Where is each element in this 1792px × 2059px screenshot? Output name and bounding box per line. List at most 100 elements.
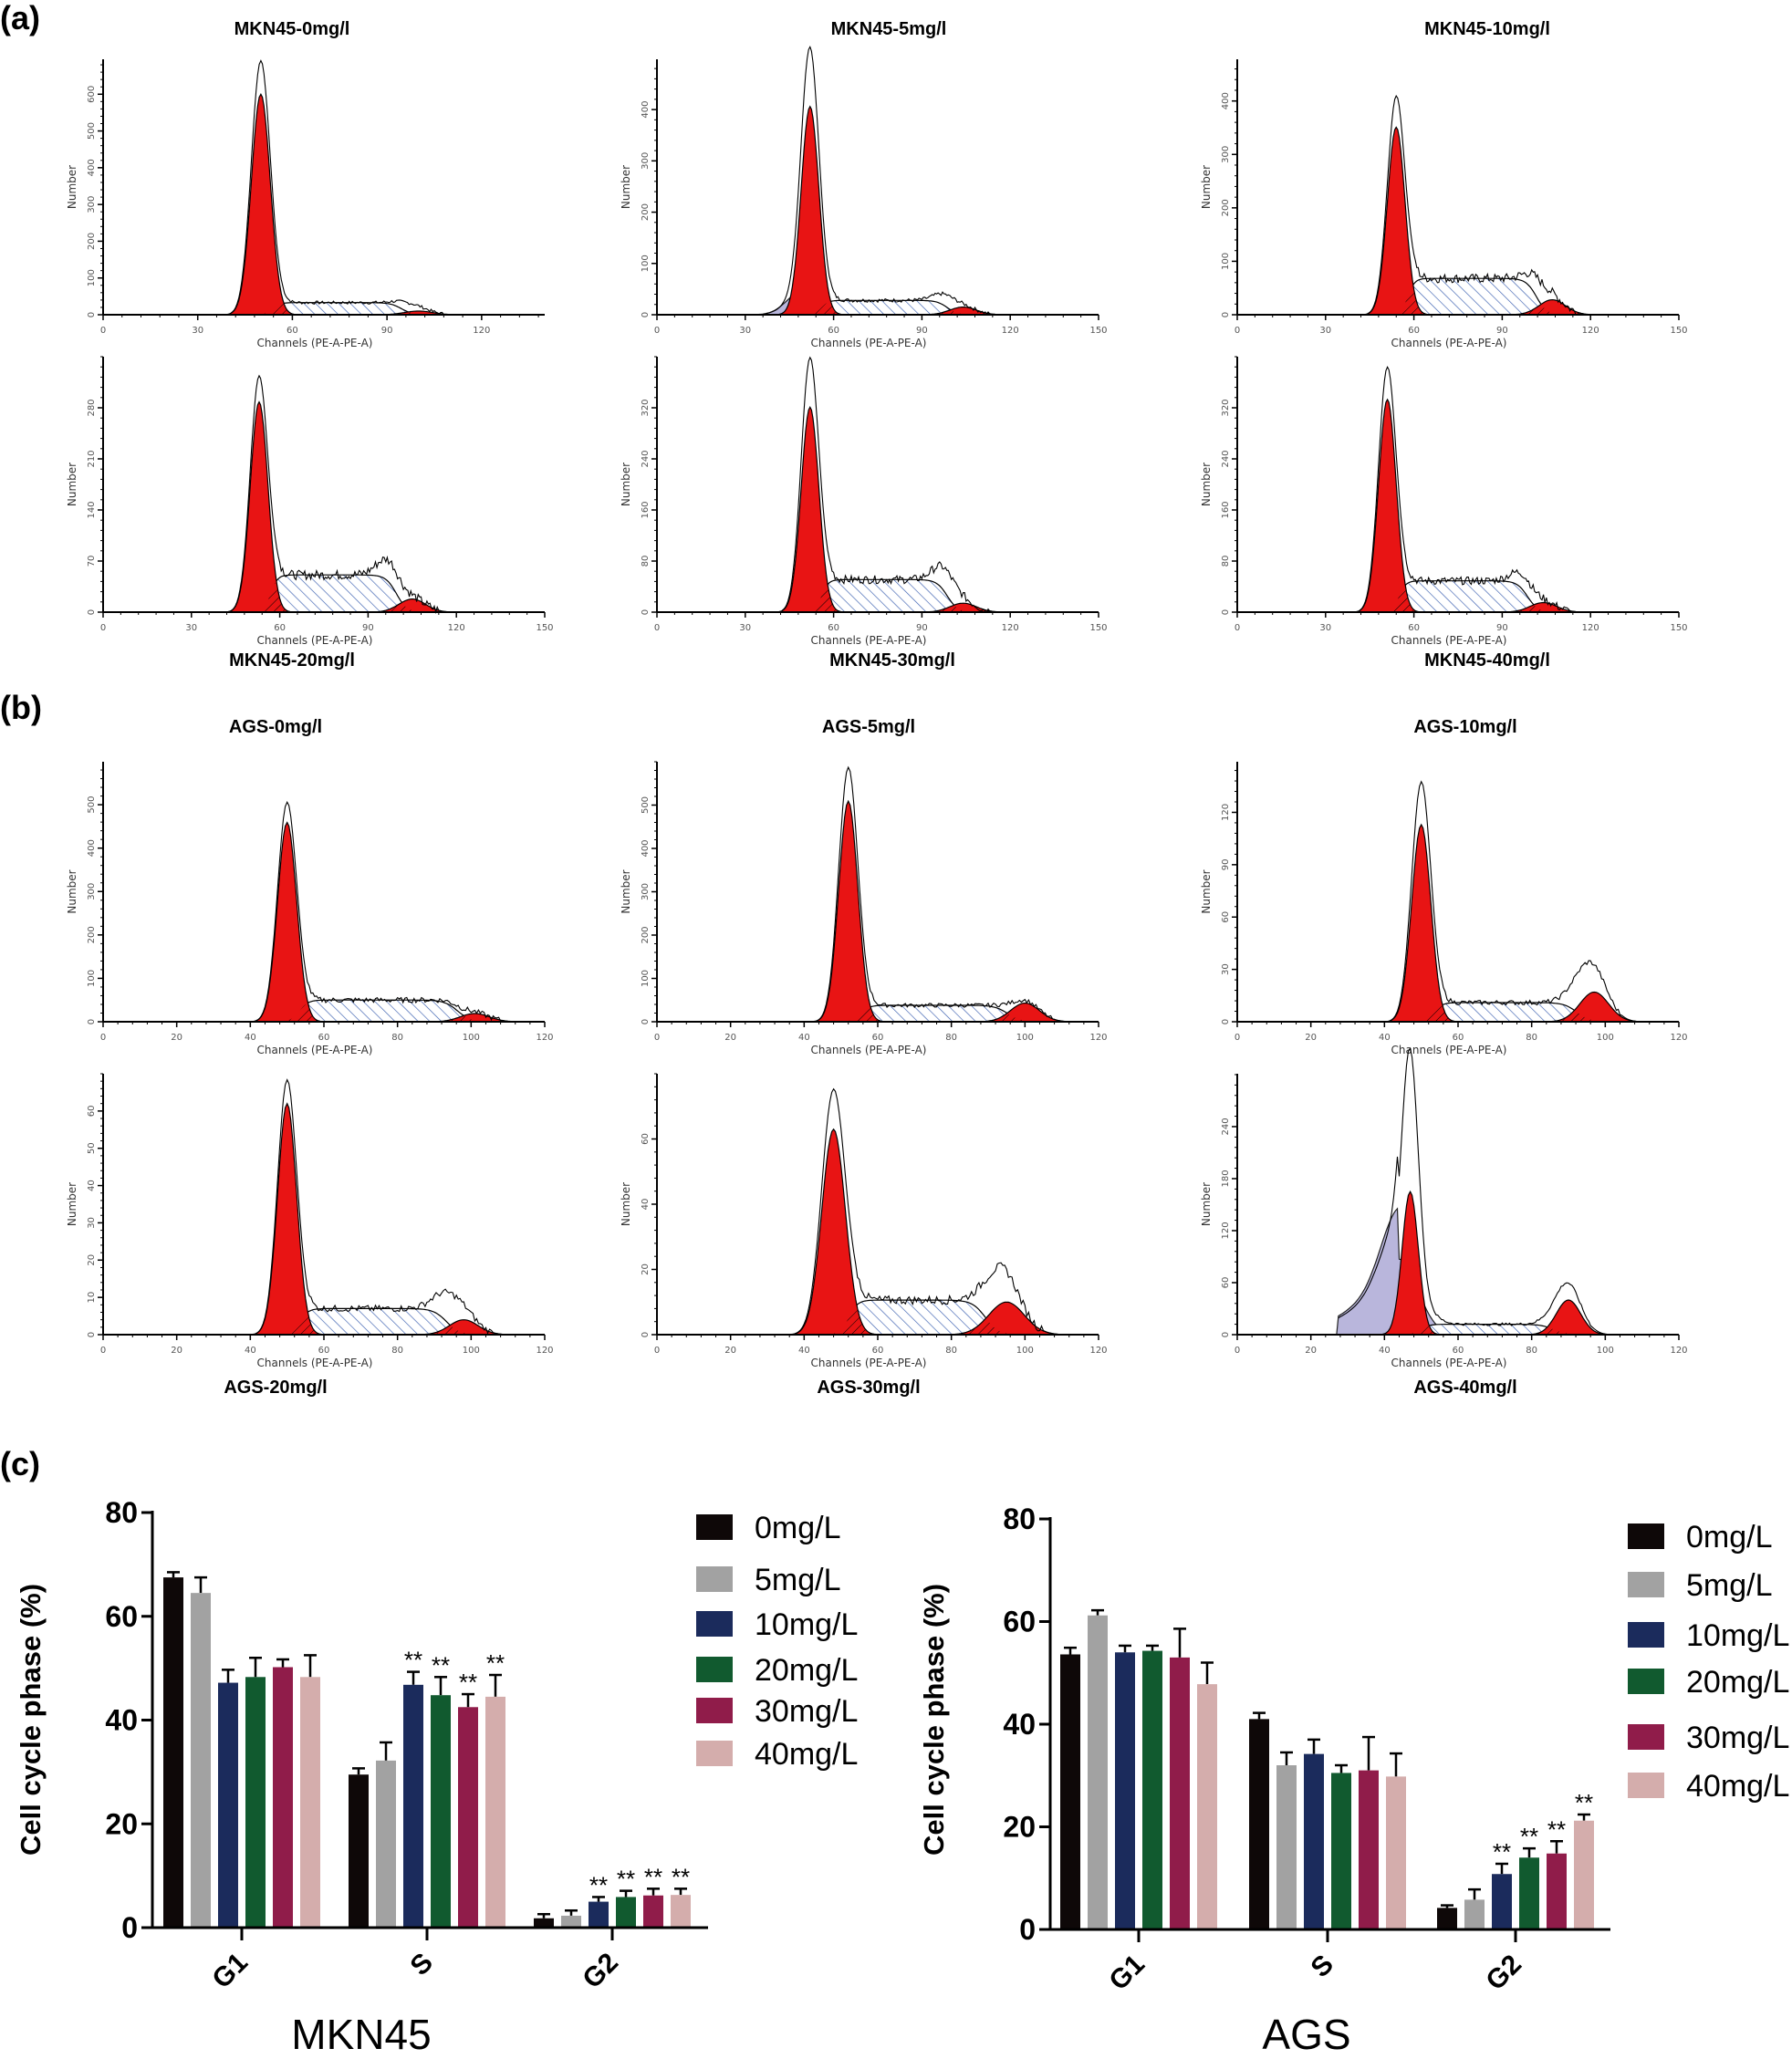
s-phase-area xyxy=(1237,1324,1679,1336)
histogram-title: AGS-10mg/l xyxy=(1413,717,1516,737)
legend-swatch xyxy=(696,1566,733,1592)
x-tick-label: 30 xyxy=(192,326,203,336)
g1-peak-area xyxy=(103,93,545,316)
histogram-outline xyxy=(1338,1046,1617,1336)
bar-chart: 0mg/L 5mg/L ** 10mg/L ** 20mg/L ** 30mg/L ** 40mg… xyxy=(918,1503,1789,2058)
x-tick-label: 0 xyxy=(654,623,660,633)
histogram-panel: MKN45-40mg/l 0 30 60 90 120 150 0 80 160 240 320 Cha… xyxy=(1200,356,1688,671)
significance-marker: ** xyxy=(486,1649,505,1677)
x-axis-label: Channels (PE-A-PE-A) xyxy=(1391,1357,1507,1369)
bar xyxy=(163,1577,183,1928)
x-axis-label: Channels (PE-A-PE-A) xyxy=(257,1044,373,1056)
x-tick-label: 20 xyxy=(724,1346,736,1356)
y-tick-label: 200 xyxy=(1221,199,1231,216)
x-tick-label: 40 xyxy=(1379,1033,1391,1043)
y-axis-label: Number xyxy=(66,165,78,209)
s-phase-area xyxy=(657,578,1099,613)
y-tick-label: 200 xyxy=(87,926,97,943)
bar xyxy=(1519,1857,1539,1929)
x-tick-label: 20 xyxy=(1305,1033,1317,1043)
category-label: G1 xyxy=(206,1948,254,1995)
y-axis-label: Number xyxy=(620,869,632,913)
g2-overlap-hatch xyxy=(657,1014,1099,1022)
x-tick-label: 0 xyxy=(1235,326,1240,336)
x-tick-label: 120 xyxy=(448,623,465,633)
bar xyxy=(403,1684,423,1928)
y-tick-label: 20 xyxy=(87,1254,97,1266)
histogram-outline xyxy=(795,1087,1077,1336)
histogram-outline xyxy=(781,356,1016,613)
bar xyxy=(458,1707,478,1928)
x-tick-label: 0 xyxy=(100,326,106,336)
x-tick-label: 0 xyxy=(100,1346,106,1356)
histogram-panel: MKN45-0mg/l 0 30 60 90 120 0 100 200 300 400 500 600… xyxy=(66,19,545,349)
category-label: S xyxy=(404,1948,438,1981)
y-tick-label: 70 xyxy=(87,556,97,567)
bar xyxy=(1331,1773,1351,1929)
s-phase-area xyxy=(1237,277,1679,316)
x-axis-label: MKN45 xyxy=(291,2011,431,2058)
y-tick-label: 280 xyxy=(87,399,97,416)
legend-swatch xyxy=(1628,1773,1664,1798)
s-phase-area xyxy=(103,302,545,316)
histogram-panel: AGS-40mg/l 0 20 40 60 80 100 120 0 60 120 180 240 Cha… xyxy=(1200,1046,1688,1398)
legend-label: 30mg/L xyxy=(755,1694,858,1729)
significance-marker: ** xyxy=(1493,1838,1511,1866)
x-tick-label: 0 xyxy=(1235,1346,1240,1356)
y-tick-label: 0 xyxy=(87,1019,97,1024)
x-tick-label: 120 xyxy=(1582,623,1599,633)
x-tick-label: 100 xyxy=(1597,1033,1614,1043)
bar xyxy=(485,1696,505,1928)
y-tick-label: 80 xyxy=(1003,1503,1036,1535)
x-tick-label: 90 xyxy=(1496,623,1508,633)
legend-label: 30mg/L xyxy=(1686,1721,1789,1755)
histogram-title: MKN45-5mg/l xyxy=(831,19,947,39)
legend-label: 10mg/L xyxy=(1686,1618,1789,1653)
y-tick-label: 320 xyxy=(1221,399,1231,416)
x-tick-label: 60 xyxy=(872,1346,884,1356)
debris-area xyxy=(1237,1207,1679,1336)
bar xyxy=(671,1895,691,1928)
g1-peak-area xyxy=(1237,823,1679,1023)
y-tick-label: 180 xyxy=(1221,1170,1231,1187)
y-tick-label: 0 xyxy=(121,1911,138,1944)
x-tick-label: 40 xyxy=(245,1346,256,1356)
y-axis-label: Number xyxy=(66,869,78,913)
y-tick-label: 400 xyxy=(87,839,97,857)
x-tick-label: 80 xyxy=(391,1033,403,1043)
y-tick-label: 30 xyxy=(1221,963,1231,975)
panel-label-b: (b) xyxy=(0,689,42,726)
bar xyxy=(300,1677,320,1928)
bar xyxy=(1464,1899,1485,1929)
legend-label: 5mg/L xyxy=(1686,1568,1773,1603)
significance-marker: ** xyxy=(644,1863,662,1890)
x-tick-label: 90 xyxy=(381,326,393,336)
y-tick-label: 300 xyxy=(641,152,651,170)
histogram-panel: MKN45-30mg/l 0 30 60 90 120 150 0 80 160 240 320 Cha… xyxy=(620,356,1108,671)
y-tick-label: 240 xyxy=(1221,1118,1231,1135)
bar xyxy=(1115,1652,1135,1929)
histogram-outline xyxy=(231,374,465,615)
panel-label-a: (a) xyxy=(0,0,40,36)
y-tick-label: 0 xyxy=(87,1332,97,1337)
x-tick-label: 60 xyxy=(1453,1033,1464,1043)
y-tick-label: 600 xyxy=(87,86,97,103)
y-tick-label: 90 xyxy=(1221,858,1231,870)
bar xyxy=(1386,1776,1406,1929)
histogram-title: AGS-5mg/l xyxy=(822,717,915,737)
significance-marker: ** xyxy=(589,1871,608,1898)
x-tick-label: 80 xyxy=(945,1346,957,1356)
bar-charts: 0mg/L 5mg/L ** ** 10mg/L ** ** 20mg/L ** ** 30mg/L… xyxy=(15,1496,1789,2058)
y-tick-label: 20 xyxy=(641,1263,651,1275)
y-tick-label: 400 xyxy=(641,839,651,857)
legend-swatch xyxy=(1628,1572,1664,1597)
y-tick-label: 60 xyxy=(1221,1277,1231,1289)
y-tick-label: 200 xyxy=(641,203,651,221)
x-tick-label: 0 xyxy=(654,1346,660,1356)
x-tick-label: 100 xyxy=(463,1346,480,1356)
x-axis-label: Channels (PE-A-PE-A) xyxy=(811,337,927,349)
g2-overlap-hatch xyxy=(103,1326,545,1335)
bar xyxy=(245,1677,266,1928)
legend-swatch xyxy=(1628,1523,1664,1549)
x-tick-label: 80 xyxy=(945,1033,957,1043)
